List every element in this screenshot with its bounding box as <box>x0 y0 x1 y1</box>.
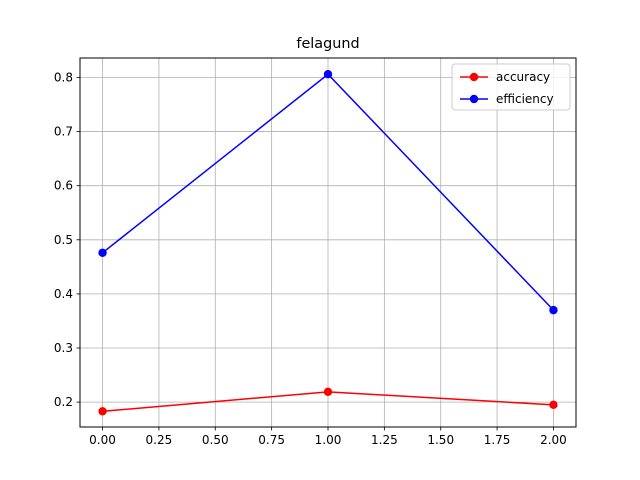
legend-item-efficiency: efficiency <box>460 92 554 106</box>
data-point-accuracy <box>549 400 558 410</box>
x-tick-label: 1.50 <box>427 433 454 447</box>
x-tick-label: 1.00 <box>315 433 342 447</box>
x-tick-label: 0.50 <box>202 433 229 447</box>
legend-marker <box>469 72 479 82</box>
series-efficiency <box>98 70 558 315</box>
y-tick-label: 0.6 <box>54 179 73 193</box>
legend-marker <box>469 94 479 104</box>
y-tick-label: 0.2 <box>54 395 73 409</box>
y-tick-label: 0.3 <box>54 341 73 355</box>
ticks: 0.00 0.25 0.50 0.75 1.00 1.25 1.50 1.75 2.00 0.2 0… <box>54 70 567 447</box>
series-accuracy <box>98 387 558 416</box>
series-layer <box>98 70 558 416</box>
data-point-efficiency <box>323 70 333 79</box>
data-point-accuracy <box>98 407 107 416</box>
x-tick-label: 0.25 <box>146 433 173 447</box>
legend: accuracy efficiency <box>451 63 571 111</box>
grid <box>80 58 576 427</box>
data-point-efficiency <box>98 248 107 257</box>
x-tick-label: 0.00 <box>89 433 116 447</box>
data-point-accuracy <box>323 387 333 397</box>
legend-label: efficiency <box>496 92 554 106</box>
y-tick-label: 0.5 <box>54 233 73 247</box>
legend-label: accuracy <box>496 70 550 84</box>
chart-title: felagund <box>296 36 359 52</box>
y-tick-label: 0.7 <box>54 125 73 139</box>
x-tick-label: 1.75 <box>484 433 511 447</box>
x-tick-label: 1.25 <box>371 433 398 447</box>
x-tick-label: 2.00 <box>540 433 567 447</box>
y-tick-label: 0.8 <box>54 70 73 84</box>
legend-item-accuracy: accuracy <box>460 70 550 84</box>
data-point-efficiency <box>549 305 558 315</box>
x-tick-label: 0.75 <box>258 433 285 447</box>
y-tick-label: 0.4 <box>54 287 73 301</box>
